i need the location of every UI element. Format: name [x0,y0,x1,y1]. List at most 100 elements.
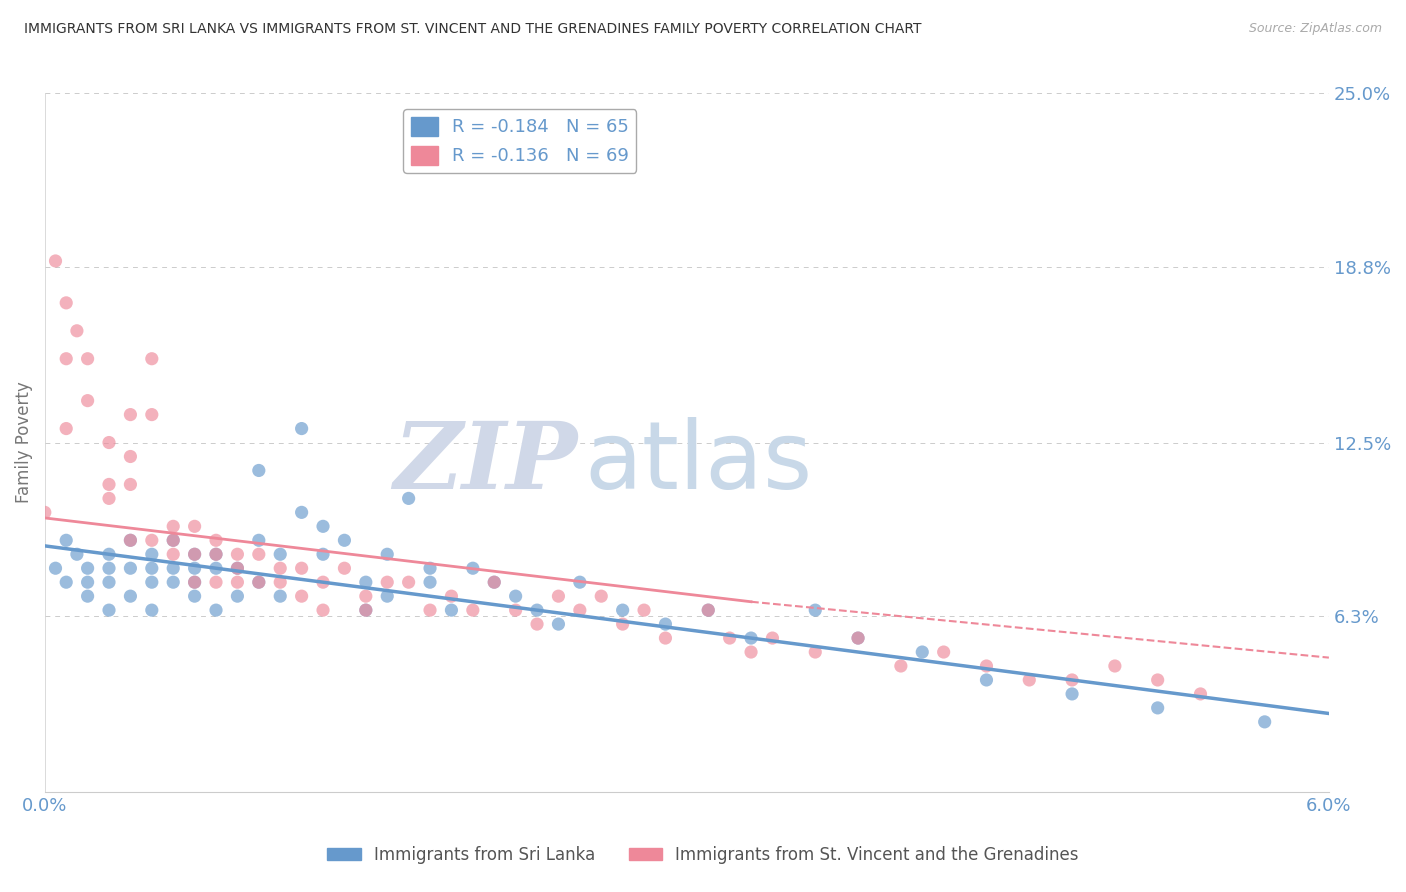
Point [375,547,398,561]
Point [526,603,548,617]
Point [718,631,741,645]
Point [55,351,77,366]
Text: Source: ZipAtlas.com: Source: ZipAtlas.com [1249,22,1382,36]
Point [654,617,676,632]
Point [162,519,184,533]
Point [120,477,142,491]
Point [419,603,441,617]
Point [162,561,184,575]
Point [141,561,163,575]
Point [247,575,270,590]
Point [1146,673,1168,687]
Point [162,533,184,548]
Point [846,631,869,645]
Point [1060,687,1083,701]
Point [804,645,827,659]
Point [98,491,121,506]
Point [183,575,205,590]
Point [846,631,869,645]
Point [205,547,228,561]
Point [98,603,121,617]
Point [98,575,121,590]
Point [98,435,121,450]
Point [205,547,228,561]
Point [505,589,527,603]
Point [440,589,463,603]
Point [440,603,463,617]
Point [269,547,291,561]
Point [568,575,591,590]
Point [141,575,163,590]
Point [461,603,484,617]
Text: IMMIGRANTS FROM SRI LANKA VS IMMIGRANTS FROM ST. VINCENT AND THE GRENADINES FAMI: IMMIGRANTS FROM SRI LANKA VS IMMIGRANTS … [24,22,921,37]
Point [312,519,335,533]
Point [162,547,184,561]
Point [269,561,291,575]
Point [333,533,356,548]
Point [419,575,441,590]
Point [183,519,205,533]
Point [547,617,569,632]
Point [247,533,270,548]
Point [654,631,676,645]
Point [98,561,121,575]
Point [205,561,228,575]
Point [354,589,377,603]
Point [120,533,142,548]
Point [697,603,720,617]
Point [976,673,998,687]
Point [162,533,184,548]
Point [120,408,142,422]
Point [44,254,66,268]
Point [804,603,827,617]
Point [247,575,270,590]
Point [697,603,720,617]
Point [269,589,291,603]
Point [312,547,335,561]
Point [76,393,98,408]
Point [183,589,205,603]
Point [505,603,527,617]
Point [226,561,249,575]
Point [312,603,335,617]
Point [183,575,205,590]
Point [183,561,205,575]
Point [890,659,912,673]
Point [66,547,89,561]
Point [354,603,377,617]
Point [162,575,184,590]
Point [761,631,783,645]
Point [1189,687,1212,701]
Point [76,575,98,590]
Point [1060,673,1083,687]
Point [291,589,314,603]
Point [120,561,142,575]
Point [205,575,228,590]
Point [226,575,249,590]
Text: atlas: atlas [583,417,813,509]
Point [44,561,66,575]
Point [1253,714,1275,729]
Point [932,645,955,659]
Point [183,547,205,561]
Point [183,547,205,561]
Point [547,589,569,603]
Point [398,491,420,506]
Point [375,589,398,603]
Legend: R = -0.184   N = 65, R = -0.136   N = 69: R = -0.184 N = 65, R = -0.136 N = 69 [404,110,637,173]
Point [55,421,77,435]
Point [76,351,98,366]
Point [354,575,377,590]
Point [76,589,98,603]
Point [98,477,121,491]
Point [591,589,613,603]
Point [141,408,163,422]
Point [526,617,548,632]
Point [55,575,77,590]
Point [120,450,142,464]
Point [34,505,56,519]
Point [55,296,77,310]
Point [740,645,762,659]
Point [1104,659,1126,673]
Point [419,561,441,575]
